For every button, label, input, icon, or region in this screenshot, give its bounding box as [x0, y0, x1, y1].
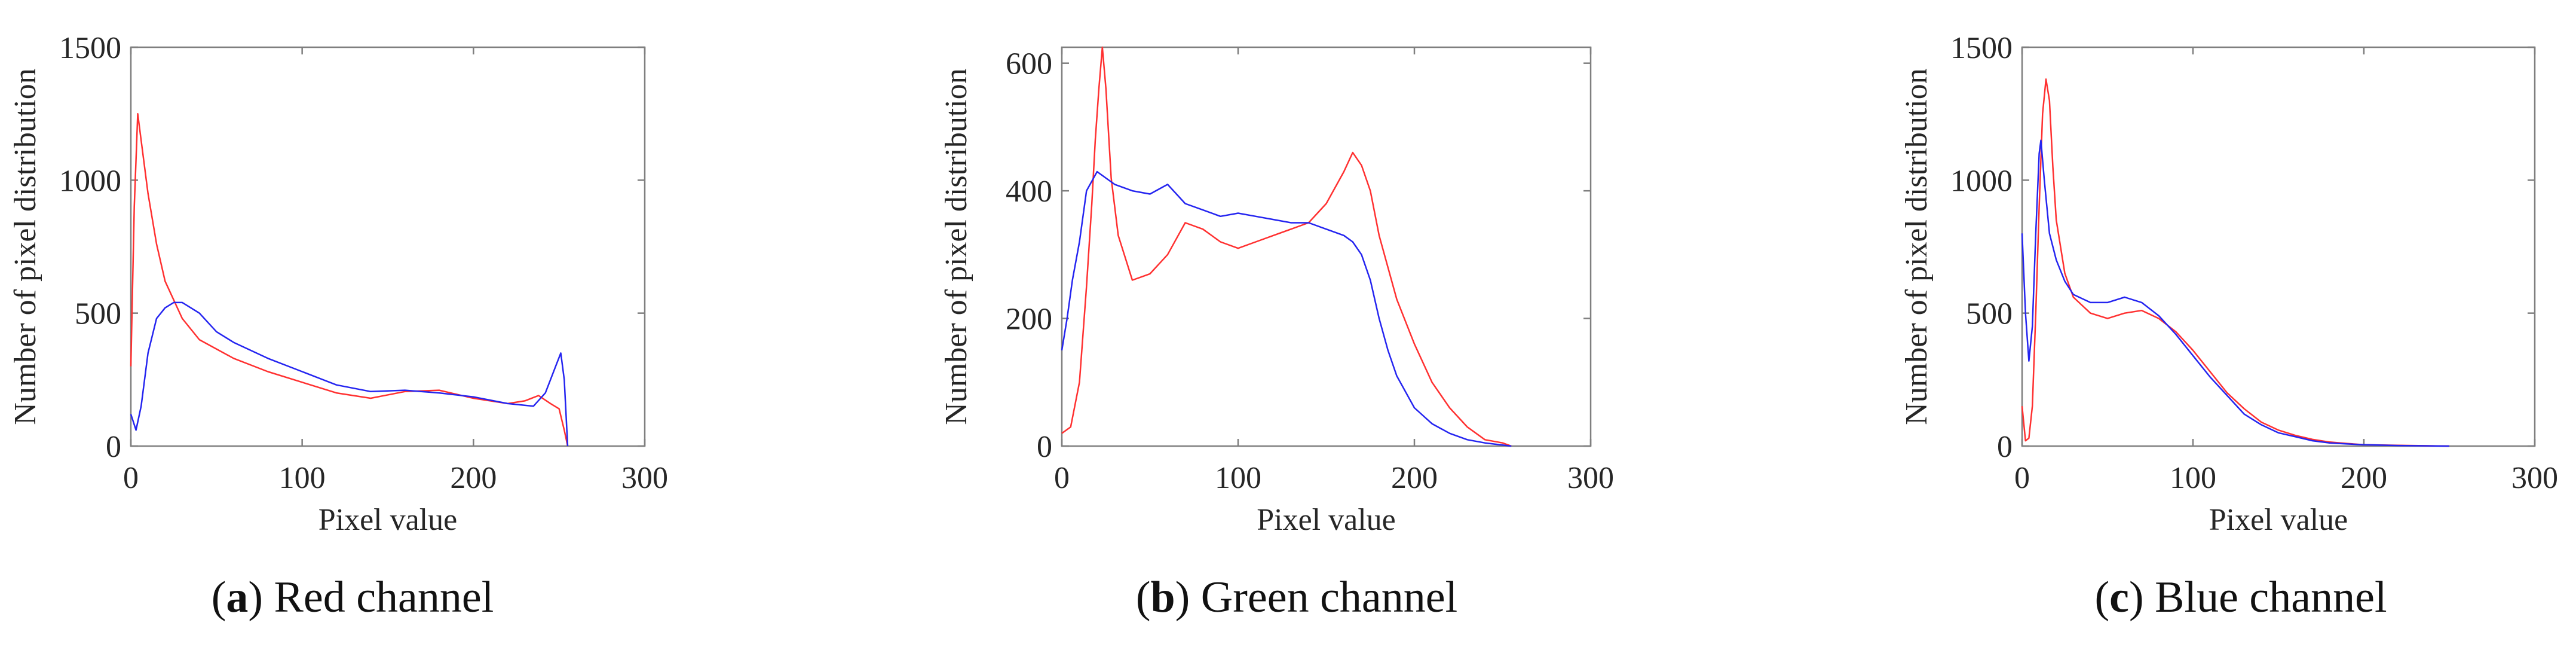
series-line-red: [2021, 78, 2450, 447]
y-tick-label: 1000: [59, 164, 121, 198]
y-tick-label: 1500: [59, 31, 121, 65]
y-axis-label: Number of pixel distribution: [939, 68, 973, 425]
x-tick-label: 300: [621, 461, 668, 495]
y-axis-label: Number of pixel distribution: [8, 68, 42, 425]
plot-frame: [1061, 46, 1592, 447]
caption-letter: b: [1150, 573, 1175, 622]
chart-panel-c: 0 100 200 300 0 500 1000 1500 Pixel value Number …: [1900, 31, 2558, 622]
series-line-red: [130, 112, 569, 447]
x-axis-label: Pixel value: [2209, 503, 2348, 537]
x-axis-label: Pixel value: [1257, 503, 1396, 537]
x-tick-label: 0: [123, 461, 139, 495]
x-tick-label: 100: [2170, 461, 2216, 495]
x-tick-label: 300: [2511, 461, 2558, 495]
y-tick-label: 0: [1037, 430, 1052, 464]
caption-letter: a: [226, 573, 248, 622]
x-tick-label: 200: [2341, 461, 2387, 495]
y-tick-label: 1000: [1950, 164, 2013, 198]
x-tick-label: 300: [1567, 461, 1614, 495]
x-tick-label: 200: [1391, 461, 1438, 495]
y-tick-label: 1500: [1950, 31, 2013, 65]
caption-close-paren: ): [1175, 573, 1201, 622]
panel-caption: (c) Blue channel: [2094, 573, 2387, 622]
panel-caption: (a) Red channel: [212, 573, 494, 622]
y-tick-label: 600: [1006, 47, 1052, 81]
y-tick-label: 500: [75, 297, 121, 331]
plot-frame: [2021, 46, 2536, 447]
caption-open-paren: (: [2094, 573, 2109, 622]
y-tick-label: 400: [1006, 175, 1052, 209]
series-line-blue: [130, 301, 569, 447]
caption-letter: c: [2109, 573, 2129, 622]
series-line-red: [1061, 46, 1512, 447]
caption-close-paren: ): [2129, 573, 2155, 622]
caption-text: Red channel: [274, 573, 494, 622]
caption-close-paren: ): [248, 573, 274, 622]
chart-panel-b: 0 100 200 300 0 200 400 600 Pixel value Number of…: [939, 46, 1614, 622]
caption-text: Green channel: [1201, 573, 1457, 622]
x-tick-label: 100: [1215, 461, 1261, 495]
y-tick-label: 500: [1966, 297, 2013, 331]
x-axis-label: Pixel value: [318, 503, 458, 537]
caption-open-paren: (: [212, 573, 226, 622]
y-axis-label: Number of pixel distribution: [1900, 68, 1934, 425]
plot-frame: [130, 46, 646, 447]
y-tick-label: 0: [1997, 430, 2013, 464]
panel-caption: (b) Green channel: [1136, 573, 1457, 622]
x-tick-label: 100: [279, 461, 326, 495]
series-line-blue: [2021, 139, 2450, 447]
caption-text: Blue channel: [2155, 573, 2387, 622]
x-tick-label: 0: [1054, 461, 1070, 495]
y-tick-label: 0: [106, 430, 121, 464]
series-line-blue: [1061, 170, 1512, 447]
y-tick-label: 200: [1006, 303, 1052, 337]
x-tick-label: 0: [2014, 461, 2030, 495]
chart-panel-a: 0 100 200 300 0 500 1000 1500 Pixel value Number …: [8, 31, 668, 622]
x-tick-label: 200: [450, 461, 497, 495]
caption-open-paren: (: [1136, 573, 1151, 622]
